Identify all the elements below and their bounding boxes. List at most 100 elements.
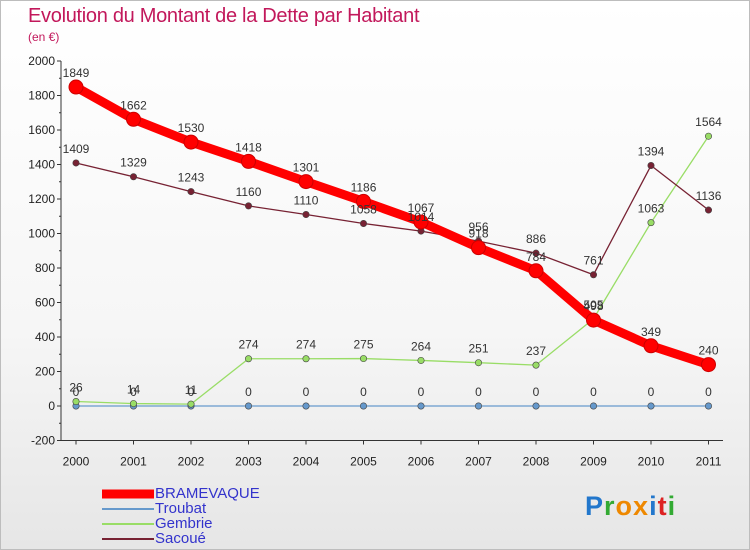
data-point-bramevaque bbox=[586, 312, 601, 328]
series-line-bramevaque bbox=[71, 82, 713, 370]
data-point-gembrie bbox=[532, 361, 540, 369]
data-label-troubat: 0 bbox=[705, 385, 712, 399]
series-line-sacoue bbox=[75, 162, 710, 276]
data-point-gembrie bbox=[704, 132, 712, 140]
legend-label-gembrie: Gembrie bbox=[155, 515, 213, 532]
data-label-sacoue: 1110 bbox=[294, 194, 319, 208]
data-label-sacoue: 1014 bbox=[408, 210, 435, 224]
data-label-bramevaque: 1067 bbox=[408, 201, 435, 215]
legend-item-bramevaque: BRAMEVAQUE bbox=[155, 486, 260, 501]
data-label-bramevaque: 1418 bbox=[235, 140, 262, 154]
data-label-troubat: 0 bbox=[418, 385, 425, 399]
data-label-troubat: 0 bbox=[533, 385, 540, 399]
y-tick-label: 600 bbox=[35, 296, 55, 310]
data-label-gembrie: 1063 bbox=[638, 202, 665, 216]
data-label-sacoue: 1136 bbox=[696, 189, 722, 203]
data-point-sacoue bbox=[532, 249, 540, 257]
data-point-gembrie bbox=[302, 355, 310, 363]
data-label-troubat: 0 bbox=[360, 385, 367, 399]
data-label-troubat: 0 bbox=[245, 385, 252, 399]
data-label-bramevaque: 1186 bbox=[351, 180, 377, 194]
data-label-sacoue: 1243 bbox=[178, 171, 205, 185]
data-label-troubat: 0 bbox=[130, 385, 137, 399]
y-tick-label: 800 bbox=[35, 261, 55, 275]
x-tick-label: 2009 bbox=[580, 455, 607, 469]
series-line-gembrie bbox=[75, 135, 710, 405]
data-label-sacoue: 956 bbox=[468, 220, 488, 234]
data-label-sacoue: 886 bbox=[526, 232, 546, 246]
data-label-gembrie: 275 bbox=[353, 338, 373, 352]
data-label-troubat: 0 bbox=[303, 385, 310, 399]
data-label-gembrie: 11 bbox=[185, 383, 198, 397]
data-point-troubat bbox=[245, 402, 253, 410]
data-point-bramevaque bbox=[701, 357, 716, 373]
data-point-gembrie bbox=[245, 355, 253, 363]
data-point-sacoue bbox=[359, 219, 367, 227]
data-point-troubat bbox=[589, 402, 597, 410]
data-point-gembrie bbox=[647, 219, 655, 227]
data-label-gembrie: 14 bbox=[127, 383, 141, 397]
data-point-troubat bbox=[302, 402, 310, 410]
data-label-bramevaque: 1530 bbox=[178, 121, 205, 135]
y-tick-label: -200 bbox=[31, 434, 55, 448]
data-label-gembrie: 237 bbox=[526, 344, 546, 358]
x-tick-label: 2001 bbox=[120, 455, 147, 469]
data-label-sacoue: 1329 bbox=[120, 156, 147, 170]
legend-label-sacoue: Sacoué bbox=[155, 530, 206, 547]
data-point-sacoue bbox=[704, 206, 712, 214]
data-label-troubat: 0 bbox=[648, 385, 655, 399]
data-point-troubat bbox=[704, 402, 712, 410]
x-tick-label: 2006 bbox=[408, 455, 435, 469]
legend-label-troubat: Troubat bbox=[155, 500, 207, 517]
x-tick-label: 2004 bbox=[293, 455, 320, 469]
data-point-sacoue bbox=[647, 162, 655, 170]
x-tick-label: 2000 bbox=[63, 455, 90, 469]
data-label-gembrie: 264 bbox=[411, 339, 431, 353]
data-label-gembrie: 251 bbox=[468, 342, 488, 356]
chart-title: Evolution du Montant de la Dette par Hab… bbox=[28, 5, 420, 27]
data-point-sacoue bbox=[302, 211, 310, 219]
x-tick-label: 2007 bbox=[465, 455, 492, 469]
data-point-sacoue bbox=[245, 202, 253, 210]
data-label-troubat: 0 bbox=[590, 385, 597, 399]
data-label-sacoue: 1409 bbox=[63, 142, 90, 156]
data-point-gembrie bbox=[417, 356, 425, 364]
data-label-sacoue: 1160 bbox=[236, 185, 262, 199]
data-label-bramevaque: 498 bbox=[583, 299, 603, 313]
x-tick-label: 2005 bbox=[350, 455, 377, 469]
data-point-bramevaque bbox=[241, 153, 256, 169]
y-tick-label: 1400 bbox=[28, 158, 55, 172]
legend-item-troubat: Troubat bbox=[155, 500, 207, 517]
data-point-troubat bbox=[417, 402, 425, 410]
proxiti-logo: Proxiti bbox=[585, 491, 677, 521]
data-point-bramevaque bbox=[126, 111, 141, 127]
data-label-bramevaque: 918 bbox=[468, 227, 488, 241]
y-tick-label: 400 bbox=[35, 330, 55, 344]
data-label-gembrie: 274 bbox=[296, 338, 316, 352]
data-label-troubat: 0 bbox=[73, 385, 80, 399]
data-point-sacoue bbox=[589, 271, 597, 279]
data-point-sacoue bbox=[187, 188, 195, 196]
data-point-bramevaque bbox=[413, 214, 429, 230]
data-point-troubat bbox=[474, 402, 482, 410]
data-label-troubat: 0 bbox=[188, 385, 195, 399]
chart-unit: (en €) bbox=[28, 30, 60, 44]
x-tick-label: 2010 bbox=[638, 455, 665, 469]
data-point-bramevaque bbox=[356, 193, 371, 209]
y-tick-label: 200 bbox=[35, 365, 55, 379]
data-point-troubat bbox=[359, 402, 367, 410]
data-label-sacoue: 761 bbox=[583, 254, 603, 268]
data-point-bramevaque bbox=[68, 79, 84, 95]
x-tick-label: 2003 bbox=[235, 455, 262, 469]
legend-item-gembrie: Gembrie bbox=[155, 515, 213, 532]
data-label-bramevaque: 240 bbox=[698, 344, 718, 358]
y-tick-label: 1000 bbox=[28, 227, 55, 241]
legend-item-sacoue: Sacoué bbox=[155, 530, 206, 547]
data-point-gembrie bbox=[187, 400, 195, 408]
data-label-sacoue: 1394 bbox=[638, 145, 665, 159]
data-label-troubat: 0 bbox=[475, 385, 482, 399]
y-tick-label: 1800 bbox=[28, 89, 55, 103]
data-label-gembrie: 26 bbox=[69, 381, 83, 395]
data-point-troubat bbox=[532, 402, 540, 410]
data-point-sacoue bbox=[72, 159, 80, 167]
